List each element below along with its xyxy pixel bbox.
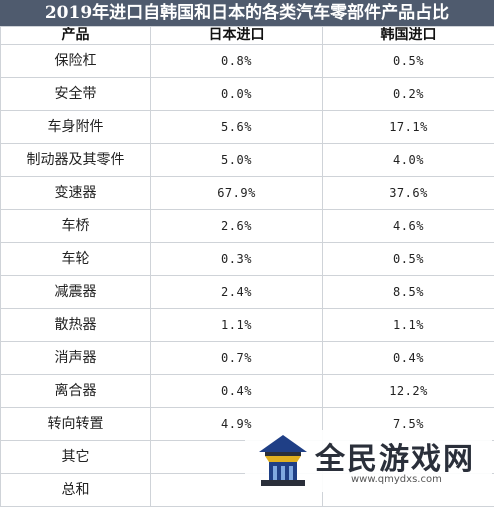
temple-logo-icon xyxy=(255,432,311,490)
watermark: 全民游戏网 www.qmydxs.com xyxy=(245,430,492,492)
japan-share-cell: 5.6% xyxy=(151,111,323,144)
korea-share-cell: 0.5% xyxy=(323,45,494,78)
product-cell: 总和 xyxy=(1,474,151,507)
product-cell: 其它 xyxy=(1,441,151,474)
product-cell: 散热器 xyxy=(1,309,151,342)
product-cell: 保险杠 xyxy=(1,45,151,78)
product-cell: 制动器及其零件 xyxy=(1,144,151,177)
product-cell: 离合器 xyxy=(1,375,151,408)
korea-share-cell: 4.0% xyxy=(323,144,494,177)
product-cell: 车身附件 xyxy=(1,111,151,144)
product-cell: 车桥 xyxy=(1,210,151,243)
product-cell: 车轮 xyxy=(1,243,151,276)
table-header-row: 产品 日本进口 韩国进口 xyxy=(1,27,494,45)
japan-share-cell: 1.1% xyxy=(151,309,323,342)
japan-share-cell: 5.0% xyxy=(151,144,323,177)
korea-share-cell: 37.6% xyxy=(323,177,494,210)
korea-share-cell: 8.5% xyxy=(323,276,494,309)
korea-share-cell: 12.2% xyxy=(323,375,494,408)
japan-share-cell: 0.3% xyxy=(151,243,323,276)
product-cell: 安全带 xyxy=(1,78,151,111)
watermark-title: 全民游戏网 xyxy=(315,434,475,478)
japan-share-cell: 2.4% xyxy=(151,276,323,309)
japan-share-cell: 0.4% xyxy=(151,375,323,408)
column-header-korea: 韩国进口 xyxy=(323,27,494,45)
korea-share-cell: 0.5% xyxy=(323,243,494,276)
product-cell: 减震器 xyxy=(1,276,151,309)
product-cell: 转向转置 xyxy=(1,408,151,441)
page-title: 2019年进口自韩国和日本的各类汽车零部件产品占比 xyxy=(0,0,494,26)
korea-share-cell: 1.1% xyxy=(323,309,494,342)
watermark-url: www.qmydxs.com xyxy=(351,474,442,485)
column-header-product: 产品 xyxy=(1,27,151,45)
korea-share-cell: 4.6% xyxy=(323,210,494,243)
japan-share-cell: 0.7% xyxy=(151,342,323,375)
japan-share-cell: 2.6% xyxy=(151,210,323,243)
japan-share-cell: 67.9% xyxy=(151,177,323,210)
column-header-japan: 日本进口 xyxy=(151,27,323,45)
korea-share-cell: 17.1% xyxy=(323,111,494,144)
japan-share-cell: 0.0% xyxy=(151,78,323,111)
japan-share-cell: 0.8% xyxy=(151,45,323,78)
korea-share-cell: 0.4% xyxy=(323,342,494,375)
product-cell: 变速器 xyxy=(1,177,151,210)
product-cell: 消声器 xyxy=(1,342,151,375)
korea-share-cell: 0.2% xyxy=(323,78,494,111)
